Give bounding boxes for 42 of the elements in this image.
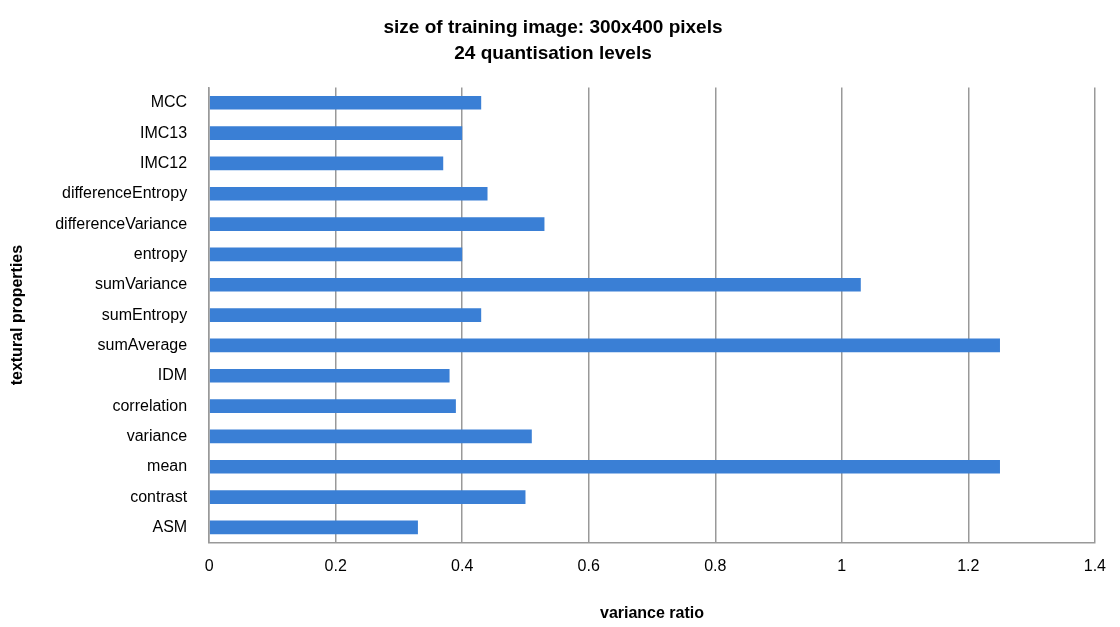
bar xyxy=(209,368,450,383)
y-tick-label: differenceVariance xyxy=(55,214,188,232)
bar xyxy=(209,338,1000,353)
x-tick-label: 0 xyxy=(204,556,214,574)
x-tick-label: 1.2 xyxy=(957,556,980,574)
bar xyxy=(209,490,526,504)
bar xyxy=(209,277,861,292)
bar xyxy=(209,429,532,444)
y-tick-label: contrast xyxy=(130,487,188,505)
x-tick-label: 0.8 xyxy=(704,556,727,574)
y-tick-label: ASM xyxy=(152,517,188,535)
chart-subtitle: 24 quantisation levels xyxy=(454,42,652,64)
bar xyxy=(209,520,418,535)
y-tick-label: differenceEntropy xyxy=(62,184,188,202)
y-tick-label: IMC12 xyxy=(140,153,188,171)
y-tick-label: correlation xyxy=(112,396,188,414)
y-tick-label: sumVariance xyxy=(94,275,188,293)
x-tick-label: 0.2 xyxy=(324,556,347,574)
y-tick-label: IDM xyxy=(157,366,188,384)
x-axis-title: variance ratio xyxy=(599,603,705,621)
y-tick-label: variance xyxy=(126,426,188,444)
x-tick-label: 1.4 xyxy=(1083,556,1107,574)
y-tick-label: IMC13 xyxy=(140,123,188,141)
y-axis-title: textural properties xyxy=(8,244,26,386)
bar xyxy=(209,247,463,262)
bar xyxy=(209,459,1000,474)
bar xyxy=(209,308,482,322)
x-tick-label: 0.6 xyxy=(577,556,600,574)
bar xyxy=(209,95,482,110)
chart-title: size of training image: 300x400 pixels xyxy=(383,15,723,37)
y-tick-label: MCC xyxy=(150,93,188,111)
y-tick-label: entropy xyxy=(133,244,188,262)
x-tick-label: 1 xyxy=(837,556,847,574)
y-tick-label: sumAverage xyxy=(97,335,188,353)
bar xyxy=(209,156,444,171)
bar xyxy=(209,217,545,231)
bar xyxy=(209,126,463,140)
y-tick-label: sumEntropy xyxy=(101,305,188,323)
bar xyxy=(209,399,456,413)
y-tick-label: mean xyxy=(147,457,188,475)
x-tick-label: 0.4 xyxy=(451,556,474,574)
bar xyxy=(209,186,488,201)
